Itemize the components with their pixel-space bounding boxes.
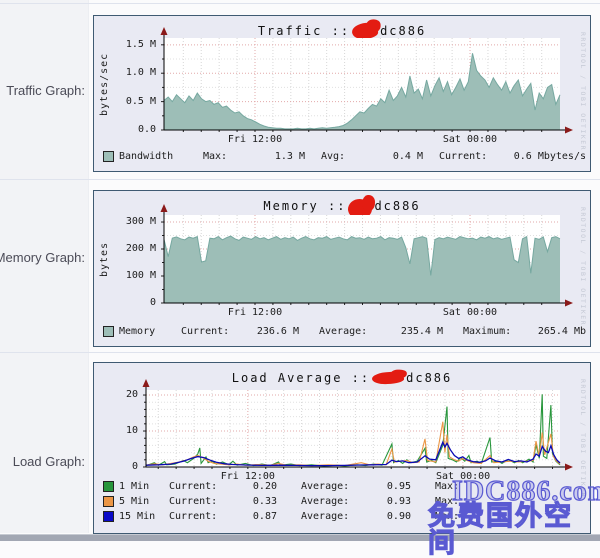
traffic-y-axis-label: bytes/sec: [99, 52, 110, 116]
legend-average-label: Average:: [301, 511, 350, 522]
site-watermark-text: IDC886.com: [451, 476, 600, 507]
legend-series-name: 1 Min: [119, 481, 150, 492]
legend-avg-label: Avg:: [321, 151, 346, 162]
bottom-bar: [0, 534, 600, 541]
traffic-graph-panel: Traffic :: dc886 bytes/sec RRDTOOL / TOB…: [93, 15, 591, 172]
x-tick-label: Sat 00:00: [442, 307, 498, 318]
y-tick-label: 200 M: [125, 243, 156, 254]
5min-legend-swatch: [103, 496, 114, 507]
y-tick-label: 0.5 M: [125, 95, 156, 107]
row-divider: [0, 3, 600, 4]
rrdtool-watermark: RRDTOOL / TOBI OETIKER: [579, 32, 587, 152]
legend-current-label: Current:: [169, 511, 218, 522]
legend-current-value: 0.87: [252, 511, 277, 522]
y-tick-label: 1.5 M: [125, 38, 156, 50]
memory-legend: Memory Current: 236.6 M Average: 235.4 M…: [103, 326, 586, 337]
legend-series-name: 5 Min: [119, 496, 150, 507]
y-tick-label: 0.0: [137, 124, 156, 135]
legend-current-value: 0.20: [252, 481, 277, 492]
load-legend-row-1min: 1 Min Current: 0.20 Average: 0.95 Max:: [103, 481, 586, 492]
traffic-title-suffix: dc886: [380, 24, 427, 38]
legend-average-value: 0.95: [386, 481, 411, 492]
memory-title-suffix: dc886: [374, 199, 421, 213]
legend-current-value: 0.33: [252, 496, 277, 507]
x-tick-label: Sat 00:00: [442, 134, 498, 145]
legend-series-name: 15 Min: [119, 511, 156, 522]
legend-max-value: 1.3 M: [274, 151, 305, 162]
x-tick-label: Sat 00:00: [436, 471, 491, 482]
memory-graph-label: Memory Graph:: [0, 250, 85, 265]
rrdtool-watermark: RRDTOOL / TOBI OETIKER: [579, 207, 587, 327]
load-title-prefix: Load Average ::: [231, 371, 371, 385]
legend-current-label: Current:: [181, 326, 230, 337]
y-tick-label: 0: [149, 297, 156, 308]
y-tick-label: 0: [131, 461, 138, 472]
traffic-legend: Bandwidth Max: 1.3 M Avg: 0.4 M Current:…: [103, 151, 586, 162]
legend-average-label: Average:: [301, 496, 350, 507]
legend-current-label: Current:: [169, 481, 218, 492]
memory-chart: [158, 203, 576, 308]
legend-avg-value: 0.4 M: [392, 151, 423, 162]
x-tick-label: Fri 12:00: [227, 134, 283, 145]
legend-average-value: 0.93: [386, 496, 411, 507]
legend-average-label: Average:: [319, 326, 368, 337]
rrdtool-watermark: RRDTOOL / TOBI OETIKER: [579, 379, 587, 499]
load-graph-label: Load Graph:: [12, 454, 85, 469]
load-legend-row-5min: 5 Min Current: 0.33 Average: 0.93 Max:: [103, 496, 586, 507]
site-watermark-cjk: 免费国外空间: [427, 501, 573, 558]
memory-graph-panel: Memory :: dc886 bytes RRDTOOL / TOBI OET…: [93, 190, 591, 347]
15min-legend-swatch: [103, 511, 114, 522]
stats-page: { "rows": [ {"label": "Traffic Graph:"},…: [0, 0, 600, 540]
legend-max-label: Max:: [435, 496, 460, 507]
traffic-chart: [158, 26, 576, 135]
legend-current-label: Current:: [439, 151, 488, 162]
1min-legend-swatch: [103, 481, 114, 492]
legend-max-label: Max:: [203, 151, 228, 162]
traffic-title-prefix: Traffic ::: [257, 24, 351, 38]
y-tick-label: 10: [125, 425, 138, 437]
legend-max-label: Max:: [435, 511, 460, 522]
legend-current-label: Current:: [169, 496, 218, 507]
legend-max-label: Max:: [435, 481, 460, 492]
x-tick-label: Fri 12:00: [220, 471, 275, 482]
memory-graph-title: Memory :: dc886: [94, 195, 590, 219]
y-tick-label: 300 M: [125, 216, 156, 228]
memory-y-axis-label: bytes: [99, 241, 110, 277]
traffic-graph-label: Traffic Graph:: [6, 83, 85, 98]
legend-average-label: Average:: [301, 481, 350, 492]
memory-title-prefix: Memory ::: [263, 199, 347, 213]
legend-series-name: Memory: [119, 326, 156, 337]
load-chart: [140, 378, 576, 472]
legend-maximum-value: 265.4 Mb: [537, 326, 586, 337]
legend-series-name: Bandwidth: [119, 151, 174, 162]
load-title-suffix: dc886: [406, 371, 453, 385]
y-tick-label: 20: [125, 389, 138, 401]
redacted-scribble: [348, 195, 375, 219]
row-label-column: [0, 0, 89, 533]
load-graph-panel: Load Average :: dc886 RRDTOOL / TOBI OET…: [93, 362, 591, 534]
y-tick-label: 100 M: [125, 270, 156, 281]
legend-current-value: 0.6 Mbytes/s: [513, 151, 586, 162]
bandwidth-legend-swatch: [103, 151, 114, 162]
load-legend-row-15min: 15 Min Current: 0.87 Average: 0.90 Max:: [103, 511, 586, 522]
legend-average-value: 235.4 M: [400, 326, 443, 337]
legend-current-value: 236.6 M: [256, 326, 299, 337]
x-tick-label: Fri 12:00: [227, 307, 283, 318]
load-graph-title: Load Average :: dc886: [94, 369, 590, 387]
traffic-graph-title: Traffic :: dc886: [94, 22, 590, 40]
memory-legend-swatch: [103, 326, 114, 337]
row-divider: [0, 352, 600, 353]
legend-average-value: 0.90: [386, 511, 411, 522]
legend-maximum-label: Maximum:: [463, 326, 512, 337]
y-tick-label: 1.0 M: [125, 67, 156, 79]
row-divider: [0, 179, 600, 180]
